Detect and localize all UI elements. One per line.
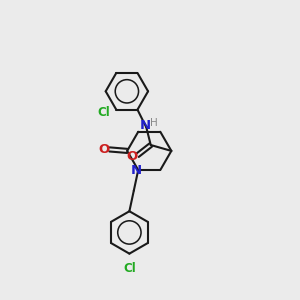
Text: Cl: Cl [123, 262, 136, 275]
Text: Cl: Cl [97, 106, 110, 119]
Text: N: N [131, 164, 142, 176]
Text: O: O [127, 150, 138, 163]
Text: H: H [150, 118, 158, 128]
Text: N: N [139, 119, 150, 132]
Text: O: O [99, 143, 110, 156]
